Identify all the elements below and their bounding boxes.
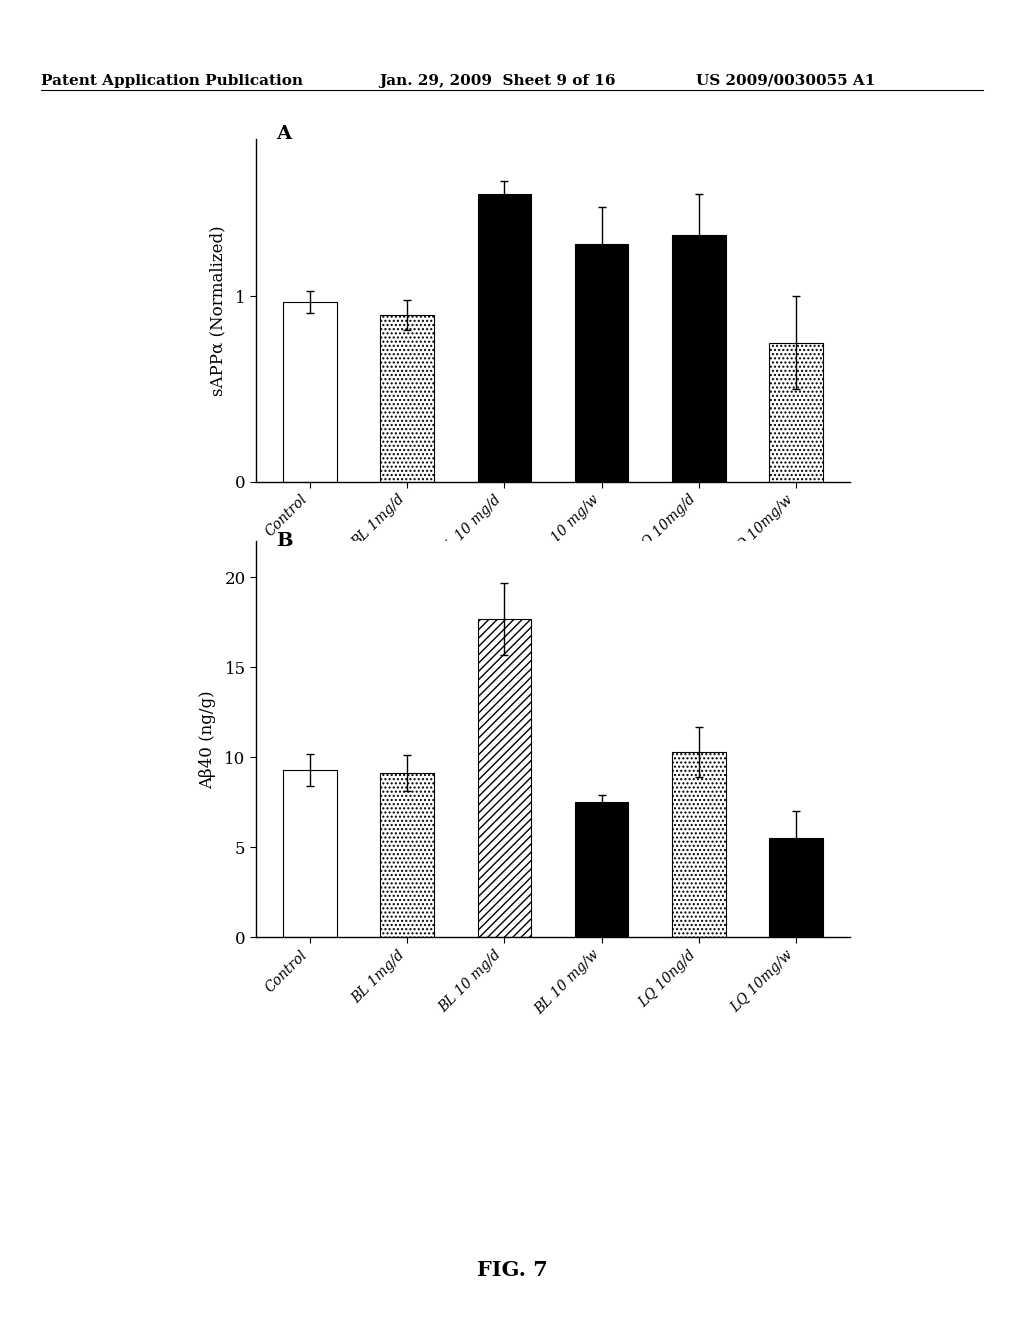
Y-axis label: sAPPα (Normalized): sAPPα (Normalized) — [210, 224, 226, 396]
Bar — [574, 803, 629, 937]
Bar — [283, 770, 337, 937]
Y-axis label: Aβ40 (ng/g): Aβ40 (ng/g) — [199, 690, 216, 788]
Bar — [769, 838, 823, 937]
Bar — [380, 315, 434, 482]
Text: US 2009/0030055 A1: US 2009/0030055 A1 — [696, 74, 876, 88]
Text: FIG. 7: FIG. 7 — [476, 1259, 548, 1280]
Bar — [769, 343, 823, 482]
Bar — [283, 302, 337, 482]
Bar — [672, 235, 726, 482]
Bar — [672, 752, 726, 937]
Text: A: A — [276, 125, 292, 144]
Bar — [477, 619, 531, 937]
Bar — [380, 774, 434, 937]
Text: B: B — [276, 532, 293, 550]
Text: Patent Application Publication: Patent Application Publication — [41, 74, 303, 88]
Bar — [574, 244, 629, 482]
Bar — [477, 194, 531, 482]
Text: Jan. 29, 2009  Sheet 9 of 16: Jan. 29, 2009 Sheet 9 of 16 — [379, 74, 615, 88]
